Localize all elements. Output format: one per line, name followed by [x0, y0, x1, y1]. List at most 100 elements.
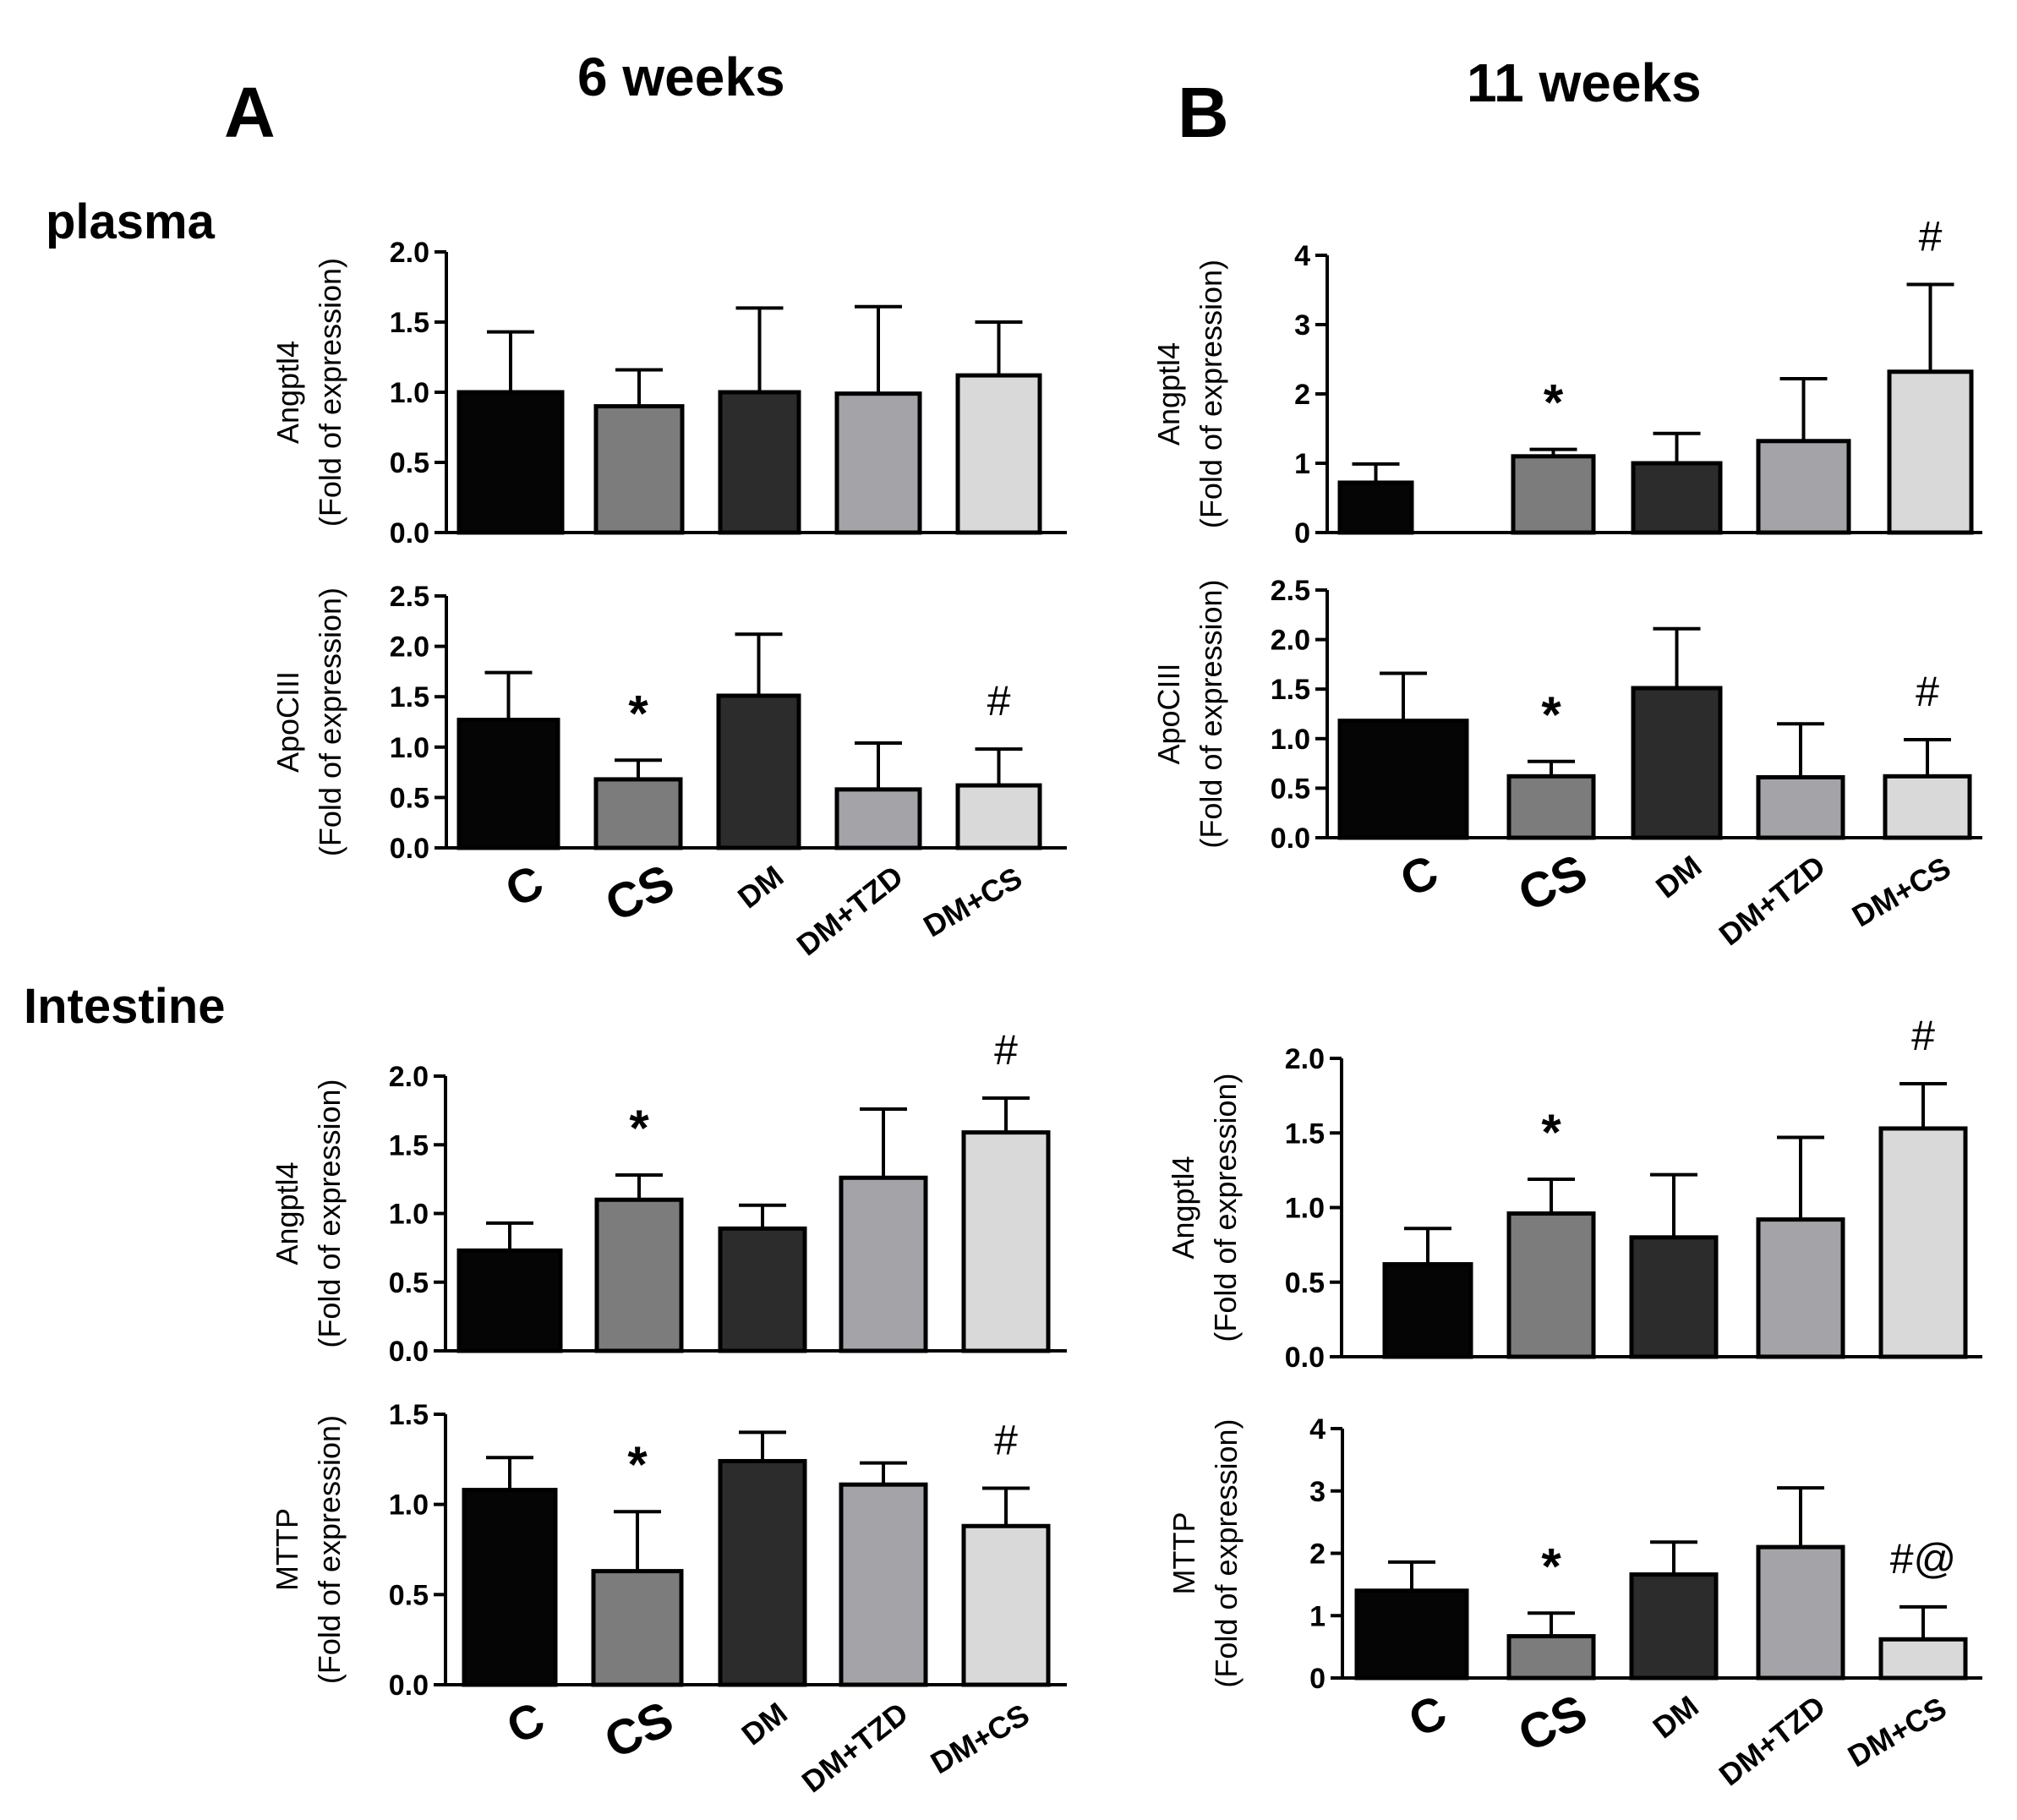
- bar: [1756, 1217, 1845, 1359]
- bar: [1337, 719, 1469, 840]
- y-tick-label: 3: [1309, 1476, 1326, 1508]
- y-axis-sublabel: (Fold of expression): [1194, 260, 1228, 528]
- y-tick-label: 0: [1294, 517, 1310, 549]
- bar: [462, 1488, 558, 1687]
- significance-marker: *: [629, 1100, 649, 1156]
- bar: [834, 787, 922, 850]
- y-tick-label: 1.0: [1285, 1193, 1325, 1225]
- category-label: DM+CS: [917, 860, 1028, 943]
- y-tick-label: 2.0: [390, 237, 429, 269]
- y-axis-label: ApoCIII: [271, 671, 305, 773]
- bar: [1631, 686, 1723, 840]
- significance-marker: *: [628, 685, 648, 741]
- bar: [1756, 439, 1851, 535]
- bar: [1506, 1211, 1596, 1359]
- bar: [456, 1248, 563, 1353]
- significance-marker: *: [1544, 374, 1564, 431]
- bar: [716, 693, 801, 850]
- section-intestine-label: Intestine: [24, 979, 226, 1034]
- significance-marker: *: [627, 1436, 648, 1493]
- chart-a4: 0.0 0.5 1.0 1.5 MTTP (Fold of expression) * # C C…: [270, 1399, 1067, 1799]
- bar: [456, 390, 565, 535]
- y-tick-label: 0.0: [389, 1670, 429, 1702]
- y-tick-label: 2.0: [1285, 1043, 1325, 1075]
- bar: [955, 783, 1042, 850]
- y-tick-label: 0.5: [389, 1579, 429, 1611]
- bar: [456, 718, 560, 850]
- y-axis-sublabel: (Fold of expression): [1209, 1418, 1244, 1687]
- bar: [1878, 1126, 1968, 1359]
- y-tick-label: 1.5: [390, 681, 429, 713]
- category-label: DM: [735, 1696, 793, 1752]
- y-tick-label: 1: [1309, 1600, 1326, 1632]
- bar: [1506, 1634, 1596, 1681]
- y-tick-label: 1: [1294, 448, 1310, 480]
- category-label: DM: [1649, 849, 1708, 905]
- category-label: CS: [596, 1691, 681, 1769]
- bar: [591, 1569, 684, 1687]
- y-tick-label: 2.0: [390, 631, 429, 664]
- panel-a-title: 6 weeks: [577, 46, 785, 107]
- y-axis-label: ApoCIII: [1151, 663, 1186, 764]
- category-label: C: [497, 855, 550, 917]
- significance-marker: #: [1919, 212, 1943, 260]
- category-label: DM+TZD: [790, 859, 910, 963]
- y-axis-label: MTTP: [1167, 1512, 1201, 1595]
- y-tick-label: 1.0: [1271, 724, 1310, 756]
- y-axis-sublabel: (Fold of expression): [312, 1079, 347, 1347]
- bar: [718, 1226, 807, 1353]
- chart-a1: 0.0 0.5 1.0 1.5 2.0 Angptl4 (Fold of expressio…: [271, 237, 1067, 549]
- bar: [1756, 1544, 1845, 1681]
- y-axis-sublabel: (Fold of expression): [313, 588, 347, 856]
- y-tick-label: 0.0: [390, 517, 429, 549]
- y-tick-label: 1.5: [389, 1399, 429, 1431]
- y-axis-label: Angptl4: [271, 341, 305, 444]
- y-tick-label: 1.0: [390, 732, 429, 764]
- panel-b-letter: B: [1178, 73, 1229, 152]
- y-tick-label: 0.0: [390, 833, 429, 865]
- y-axis-sublabel: (Fold of expression): [312, 1415, 347, 1684]
- y-tick-label: 1.5: [390, 307, 429, 339]
- y-tick-label: 2: [1309, 1539, 1326, 1571]
- bar: [593, 404, 685, 535]
- y-tick-label: 2.0: [1271, 625, 1310, 657]
- category-label: DM+TZD: [1713, 849, 1832, 953]
- category-label: DM+CS: [1842, 1690, 1953, 1774]
- bar: [1511, 454, 1596, 535]
- category-label: C: [499, 1692, 552, 1754]
- y-tick-label: 1.5: [389, 1129, 429, 1161]
- y-axis-label: Angptl4: [270, 1161, 304, 1265]
- category-label: C: [1401, 1685, 1454, 1747]
- section-plasma-label: plasma: [46, 194, 216, 249]
- y-tick-label: 1.5: [1271, 674, 1310, 706]
- panel-b-title: 11 weeks: [1467, 52, 1702, 113]
- significance-marker: #: [994, 1026, 1018, 1074]
- y-tick-label: 0: [1309, 1663, 1326, 1695]
- category-label: DM+TZD: [1713, 1689, 1832, 1793]
- panel-a-letter: A: [224, 73, 276, 152]
- significance-marker: *: [1541, 1538, 1561, 1594]
- chart-b2: 0.0 0.5 1.0 1.5 2.0 2.5 ApoCIII (Fold of expres…: [1151, 575, 1982, 952]
- y-tick-label: 4: [1294, 240, 1310, 272]
- y-tick-label: 0.0: [1285, 1342, 1325, 1374]
- y-tick-label: 2: [1294, 379, 1310, 411]
- y-tick-label: 2.0: [389, 1061, 429, 1093]
- bar: [1382, 1262, 1473, 1359]
- significance-marker: #@: [1890, 1535, 1957, 1582]
- bar: [961, 1130, 1051, 1353]
- y-tick-label: 2.5: [1271, 575, 1310, 607]
- significance-marker: *: [1541, 1104, 1561, 1161]
- significance-marker: #: [1916, 668, 1939, 715]
- category-label: DM+CS: [925, 1697, 1036, 1780]
- y-tick-label: 0.0: [389, 1336, 429, 1368]
- bar: [594, 1197, 684, 1353]
- y-tick-label: 1.5: [1285, 1118, 1325, 1150]
- y-tick-label: 0.5: [389, 1267, 429, 1299]
- category-label: CS: [597, 854, 681, 932]
- bar: [718, 390, 801, 535]
- y-tick-label: 0.5: [390, 782, 429, 814]
- category-label: CS: [1510, 1684, 1594, 1763]
